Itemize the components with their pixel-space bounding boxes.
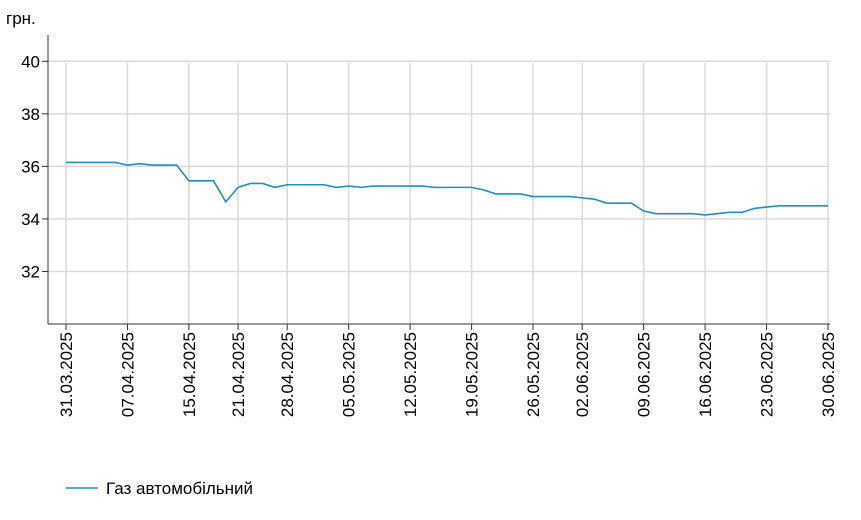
- x-tick-label: 12.05.2025: [401, 332, 420, 417]
- legend-label: Газ автомобільний: [106, 479, 253, 498]
- y-tick-label: 40: [21, 52, 40, 71]
- y-tick-label: 38: [21, 105, 40, 124]
- y-tick-label: 34: [21, 210, 40, 229]
- x-tick-label: 02.06.2025: [573, 332, 592, 417]
- x-tick-label: 05.05.2025: [340, 332, 359, 417]
- y-tick-label: 36: [21, 157, 40, 176]
- x-tick-label: 21.04.2025: [229, 332, 248, 417]
- x-tick-label: 28.04.2025: [278, 332, 297, 417]
- x-tick-label: 26.05.2025: [524, 332, 543, 417]
- y-tick-label: 32: [21, 262, 40, 281]
- x-tick-label: 31.03.2025: [57, 332, 76, 417]
- x-tick-label: 19.05.2025: [463, 332, 482, 417]
- x-tick-label: 15.04.2025: [180, 332, 199, 417]
- x-tick-label: 07.04.2025: [118, 332, 137, 417]
- y-axis-label: грн.: [6, 9, 36, 28]
- x-tick-label: 23.06.2025: [758, 332, 777, 417]
- x-tick-label: 09.06.2025: [635, 332, 654, 417]
- line-series: [66, 161, 828, 216]
- x-tick-label: 30.06.2025: [819, 332, 838, 417]
- x-tick-label: 16.06.2025: [696, 332, 715, 417]
